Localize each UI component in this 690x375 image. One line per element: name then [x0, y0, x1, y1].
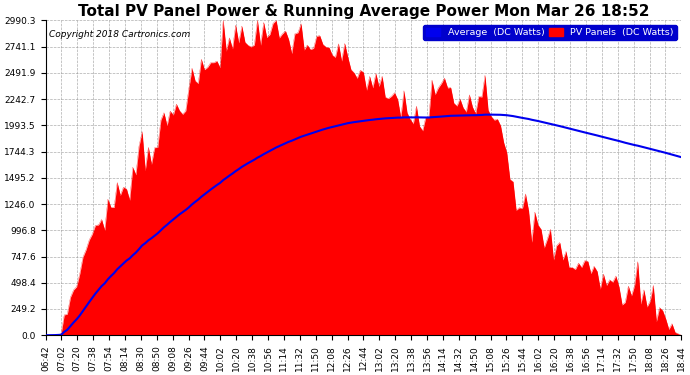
- Text: Copyright 2018 Cartronics.com: Copyright 2018 Cartronics.com: [49, 30, 190, 39]
- Title: Total PV Panel Power & Running Average Power Mon Mar 26 18:52: Total PV Panel Power & Running Average P…: [78, 4, 649, 19]
- Legend: Average  (DC Watts), PV Panels  (DC Watts): Average (DC Watts), PV Panels (DC Watts): [424, 25, 677, 40]
